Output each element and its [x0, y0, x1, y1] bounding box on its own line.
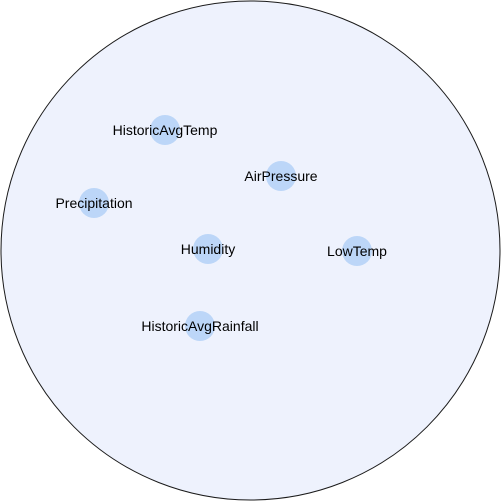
- node-marker[interactable]: [185, 311, 215, 341]
- node-marker[interactable]: [266, 161, 296, 191]
- node-precipitation[interactable]: Precipitation: [55, 188, 133, 218]
- node-marker[interactable]: [193, 234, 223, 264]
- node-label: HistoricAvgRainfall: [141, 318, 258, 334]
- node-humidity[interactable]: Humidity: [181, 234, 235, 264]
- node-label: Precipitation: [55, 195, 132, 211]
- node-label: AirPressure: [244, 168, 317, 184]
- node-label: Humidity: [181, 241, 235, 257]
- node-label: LowTemp: [327, 243, 387, 259]
- node-historic-avg-temp[interactable]: HistoricAvgTemp: [113, 115, 218, 145]
- node-label: HistoricAvgTemp: [113, 122, 218, 138]
- node-marker[interactable]: [150, 115, 180, 145]
- node-historic-avg-rainfall[interactable]: HistoricAvgRainfall: [141, 311, 259, 341]
- node-marker[interactable]: [342, 236, 372, 266]
- node-low-temp[interactable]: LowTemp: [327, 236, 387, 266]
- node-marker[interactable]: [79, 188, 109, 218]
- node-air-pressure[interactable]: AirPressure: [244, 161, 318, 191]
